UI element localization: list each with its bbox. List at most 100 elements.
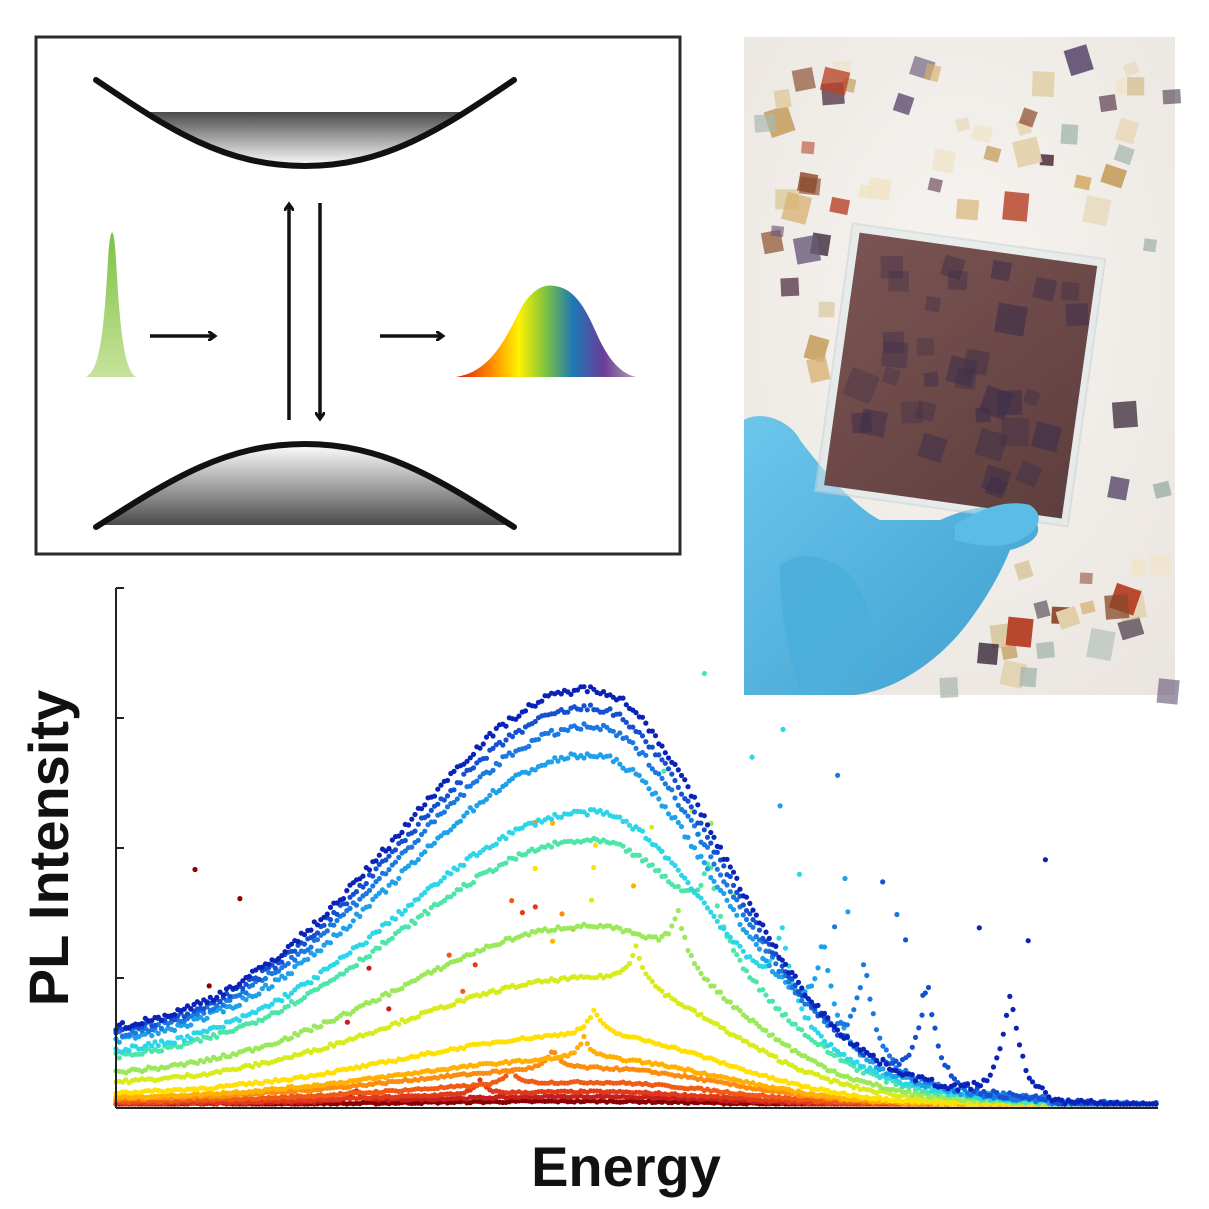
data-point: [405, 924, 412, 930]
data-point: [357, 896, 363, 902]
film-domain: [1032, 276, 1058, 302]
data-point: [672, 814, 678, 821]
data-point: [870, 1011, 876, 1017]
outlier-point: [344, 1019, 350, 1025]
data-point: [867, 996, 873, 1002]
data-point: [392, 859, 399, 865]
data-point: [285, 994, 291, 1000]
data-point: [1023, 1067, 1029, 1074]
outlier-point: [192, 866, 198, 873]
data-point: [844, 1022, 850, 1028]
data-point: [613, 756, 620, 762]
data-point: [662, 781, 668, 787]
data-point: [896, 1061, 902, 1067]
data-point: [786, 1043, 792, 1049]
sample-chip: [1018, 107, 1038, 128]
data-point: [444, 804, 451, 810]
sample-chip: [773, 88, 792, 110]
data-point: [357, 913, 363, 920]
data-point: [386, 921, 392, 927]
data-point: [405, 822, 412, 828]
data-point: [600, 689, 607, 695]
sample-chip: [1107, 476, 1130, 501]
sample-chip: [1079, 600, 1096, 615]
data-point: [951, 1082, 958, 1088]
data-point: [708, 854, 714, 860]
data-point: [964, 1081, 971, 1087]
outlier-point: [460, 988, 466, 994]
data-point: [799, 1027, 805, 1033]
data-point: [724, 897, 730, 903]
data-point: [938, 1055, 945, 1061]
data-point: [155, 1043, 161, 1049]
data-point: [275, 977, 282, 983]
outlier-point: [559, 911, 565, 917]
data-point: [197, 1001, 204, 1007]
data-point: [701, 871, 707, 877]
data-point: [880, 1066, 886, 1072]
data-point: [470, 751, 477, 758]
data-point: [311, 952, 317, 958]
data-point: [490, 767, 496, 774]
data-point: [815, 965, 821, 971]
data-point: [353, 902, 360, 908]
data-point: [409, 844, 415, 850]
data-point: [422, 849, 428, 855]
data-point: [295, 1032, 301, 1038]
data-point: [776, 1006, 782, 1012]
data-point: [292, 987, 298, 993]
data-point: [828, 1041, 834, 1047]
data-point: [574, 687, 581, 693]
data-point: [929, 1012, 935, 1018]
data-point: [376, 852, 382, 858]
data-point: [292, 948, 298, 954]
data-point: [834, 1012, 841, 1018]
data-point: [220, 1002, 226, 1008]
data-point: [730, 907, 737, 913]
data-point: [581, 703, 587, 709]
data-point: [714, 1021, 720, 1027]
data-point: [412, 811, 418, 818]
data-point: [149, 1043, 155, 1049]
data-point: [721, 890, 727, 897]
data-point: [662, 873, 668, 879]
data-point: [919, 1012, 925, 1018]
data-point: [217, 999, 223, 1005]
outlier-point: [509, 898, 515, 904]
data-point: [571, 1030, 577, 1036]
film-domain: [974, 427, 1008, 462]
data-point: [701, 900, 707, 906]
data-point: [269, 1001, 275, 1007]
data-point: [929, 1076, 935, 1082]
data-point: [282, 975, 288, 981]
data-point: [633, 745, 639, 752]
data-point: [1042, 1089, 1049, 1096]
data-point: [548, 816, 555, 822]
data-point: [773, 943, 779, 950]
data-point: [678, 925, 685, 932]
data-point: [477, 774, 483, 780]
data-point: [526, 743, 532, 750]
data-point: [457, 887, 464, 893]
sample-chip: [1143, 238, 1157, 253]
data-point: [451, 799, 457, 806]
sample-chip: [803, 334, 830, 363]
data-point: [711, 834, 717, 840]
data-point: [344, 926, 350, 932]
data-point: [932, 1025, 938, 1031]
gloved-thumb: [955, 503, 1039, 546]
outlier-point: [366, 965, 372, 971]
data-point: [240, 985, 246, 992]
data-point: [633, 710, 639, 716]
data-point: [656, 771, 662, 777]
data-point: [243, 981, 249, 987]
data-point: [711, 878, 717, 884]
data-point: [782, 945, 789, 951]
data-point: [630, 724, 636, 730]
sample-chip: [1086, 627, 1116, 662]
data-point: [916, 1025, 922, 1031]
data-point: [682, 809, 688, 815]
data-point: [149, 1033, 155, 1039]
data-point: [448, 827, 454, 833]
data-point: [730, 882, 737, 889]
